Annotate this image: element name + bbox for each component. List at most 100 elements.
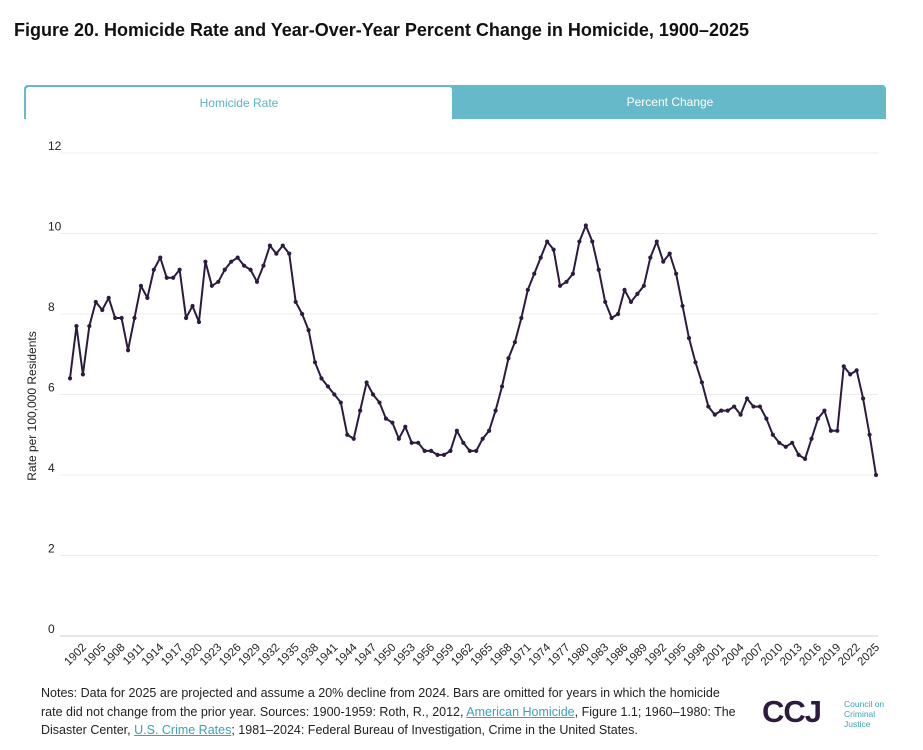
data-point[interactable] bbox=[699, 380, 705, 385]
data-point[interactable] bbox=[519, 315, 524, 321]
data-point[interactable] bbox=[790, 440, 795, 445]
data-point[interactable] bbox=[467, 448, 472, 453]
data-point[interactable] bbox=[835, 428, 840, 433]
data-point[interactable] bbox=[686, 336, 692, 341]
data-point[interactable] bbox=[854, 368, 859, 373]
data-point[interactable] bbox=[648, 255, 653, 260]
data-point[interactable] bbox=[254, 279, 260, 284]
data-point[interactable] bbox=[312, 360, 318, 365]
data-point[interactable] bbox=[725, 408, 730, 413]
data-point[interactable] bbox=[796, 452, 801, 457]
data-point[interactable] bbox=[867, 432, 872, 437]
data-point[interactable] bbox=[590, 239, 595, 244]
data-point[interactable] bbox=[177, 267, 182, 272]
data-point[interactable] bbox=[87, 323, 92, 329]
data-point[interactable] bbox=[532, 271, 537, 276]
data-point[interactable] bbox=[151, 267, 156, 272]
data-point[interactable] bbox=[570, 271, 576, 276]
data-point[interactable] bbox=[196, 319, 202, 325]
data-point[interactable] bbox=[448, 448, 453, 453]
data-point[interactable] bbox=[809, 436, 814, 441]
data-point[interactable] bbox=[512, 340, 518, 345]
data-point[interactable] bbox=[461, 440, 466, 445]
data-point[interactable] bbox=[557, 283, 563, 288]
data-point[interactable] bbox=[364, 380, 369, 385]
tab-percent-change[interactable]: Percent Change bbox=[626, 95, 714, 109]
data-point[interactable] bbox=[667, 251, 672, 256]
data-point[interactable] bbox=[209, 283, 214, 288]
data-point[interactable] bbox=[828, 428, 833, 433]
data-point[interactable] bbox=[183, 315, 189, 321]
data-point[interactable] bbox=[358, 408, 363, 413]
data-point[interactable] bbox=[370, 392, 376, 397]
data-point[interactable] bbox=[93, 299, 98, 305]
data-point[interactable] bbox=[119, 315, 124, 321]
data-point[interactable] bbox=[525, 287, 530, 292]
data-point[interactable] bbox=[615, 311, 621, 317]
data-point[interactable] bbox=[499, 384, 505, 389]
data-point[interactable] bbox=[506, 356, 511, 361]
data-point[interactable] bbox=[338, 400, 343, 405]
data-point[interactable] bbox=[628, 299, 634, 305]
data-point[interactable] bbox=[441, 452, 447, 457]
data-point[interactable] bbox=[802, 456, 808, 461]
data-point[interactable] bbox=[757, 404, 763, 409]
data-point[interactable] bbox=[132, 315, 137, 321]
data-point[interactable] bbox=[203, 259, 208, 264]
data-point[interactable] bbox=[674, 271, 679, 276]
data-point[interactable] bbox=[622, 287, 627, 292]
data-point[interactable] bbox=[300, 311, 305, 317]
data-point[interactable] bbox=[171, 275, 176, 280]
data-point[interactable] bbox=[390, 420, 395, 425]
data-point[interactable] bbox=[80, 372, 85, 377]
data-point[interactable] bbox=[113, 315, 118, 321]
data-point[interactable] bbox=[777, 440, 782, 445]
link-us-crime-rates[interactable]: U.S. Crime Rates bbox=[134, 723, 232, 737]
data-point[interactable] bbox=[409, 440, 414, 445]
data-point[interactable] bbox=[332, 392, 337, 397]
data-point[interactable] bbox=[841, 364, 846, 369]
data-point[interactable] bbox=[693, 360, 698, 365]
data-point[interactable] bbox=[609, 315, 614, 321]
data-point[interactable] bbox=[654, 239, 659, 244]
data-point[interactable] bbox=[216, 279, 221, 284]
data-point[interactable] bbox=[319, 376, 324, 381]
data-point[interactable] bbox=[158, 255, 163, 260]
data-point[interactable] bbox=[861, 396, 866, 401]
data-point[interactable] bbox=[100, 307, 105, 313]
data-point[interactable] bbox=[732, 404, 737, 409]
data-point[interactable] bbox=[248, 267, 253, 272]
data-point[interactable] bbox=[280, 243, 285, 248]
data-point[interactable] bbox=[680, 303, 685, 309]
data-point[interactable] bbox=[487, 428, 492, 433]
data-point[interactable] bbox=[241, 263, 247, 268]
data-point[interactable] bbox=[545, 239, 550, 244]
data-point[interactable] bbox=[751, 404, 756, 409]
data-point[interactable] bbox=[822, 408, 827, 413]
data-point[interactable] bbox=[287, 251, 292, 256]
data-point[interactable] bbox=[873, 472, 879, 478]
data-point[interactable] bbox=[345, 432, 350, 437]
tab-homicide-rate[interactable]: Homicide Rate bbox=[26, 87, 452, 119]
data-point[interactable] bbox=[744, 396, 750, 401]
data-point[interactable] bbox=[229, 259, 234, 264]
data-point[interactable] bbox=[428, 448, 434, 453]
data-point[interactable] bbox=[712, 412, 717, 417]
data-point[interactable] bbox=[422, 448, 427, 453]
data-point[interactable] bbox=[416, 440, 421, 445]
data-point[interactable] bbox=[596, 267, 601, 272]
data-point[interactable] bbox=[635, 291, 640, 296]
data-point[interactable] bbox=[661, 259, 666, 264]
data-point[interactable] bbox=[538, 255, 543, 260]
data-point[interactable] bbox=[377, 400, 382, 405]
data-point[interactable] bbox=[493, 408, 498, 413]
data-point[interactable] bbox=[815, 416, 821, 421]
data-point[interactable] bbox=[222, 267, 227, 272]
data-point[interactable] bbox=[474, 448, 479, 453]
data-point[interactable] bbox=[261, 263, 266, 268]
data-point[interactable] bbox=[603, 299, 608, 305]
data-point[interactable] bbox=[706, 404, 711, 409]
data-point[interactable] bbox=[848, 372, 853, 377]
data-point[interactable] bbox=[564, 279, 569, 284]
data-point[interactable] bbox=[577, 239, 582, 244]
